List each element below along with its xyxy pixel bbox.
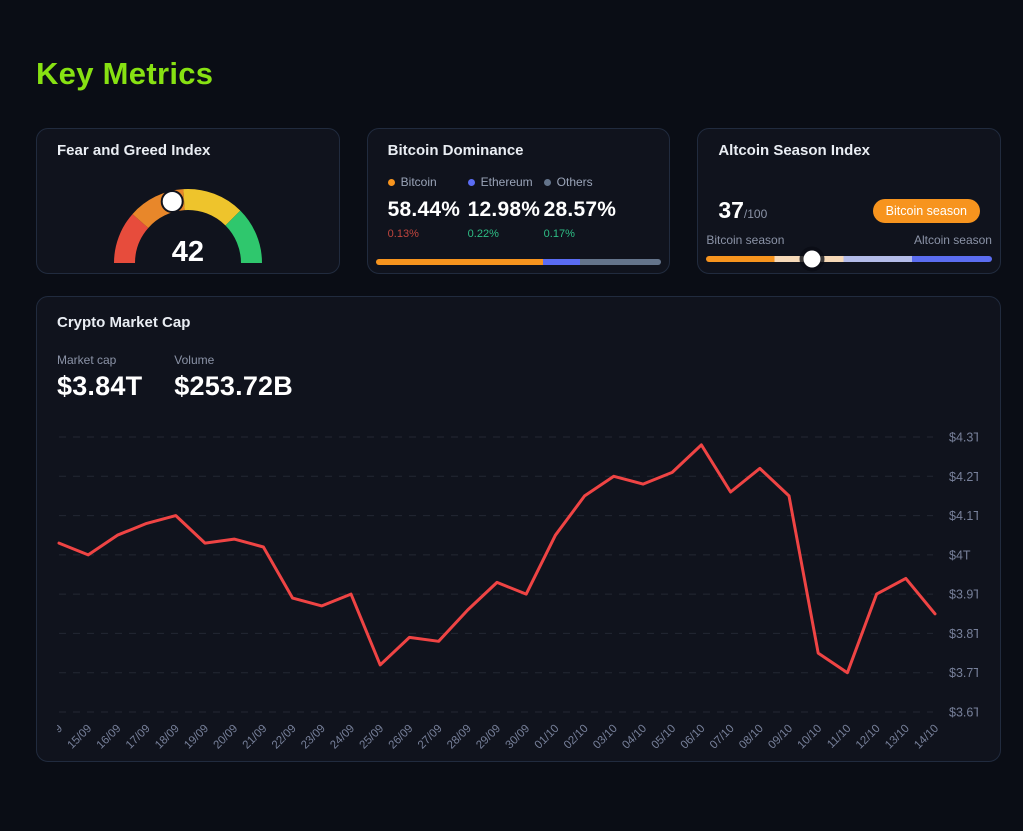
gauge-arc xyxy=(113,189,262,264)
dominance-bar-segment xyxy=(542,259,580,265)
others-dot-icon xyxy=(543,178,551,186)
svg-text:19/09: 19/09 xyxy=(182,723,211,752)
svg-text:13/10: 13/10 xyxy=(883,723,912,752)
market-cap-chart[interactable]: $4.3T $4.2T $4.1T $4T $3.9T $3.8T $3.7T $3.6T 14… xyxy=(36,425,981,770)
svg-text:26/09: 26/09 xyxy=(387,723,416,752)
market-cap-title: Crypto Market Cap xyxy=(57,314,191,331)
dominance-label: Ethereum xyxy=(480,175,533,189)
svg-text:14/09: 14/09 xyxy=(57,723,65,752)
svg-text:24/09: 24/09 xyxy=(328,723,357,752)
svg-text:17/09: 17/09 xyxy=(124,723,153,752)
stat-label: Volume xyxy=(174,353,215,367)
season-scale-labels: Bitcoin season Altcoin season xyxy=(706,233,992,247)
season-slider-handle xyxy=(803,250,821,268)
season-scale-right-label: Altcoin season xyxy=(913,233,992,247)
svg-text:$3.6T: $3.6T xyxy=(949,706,978,720)
svg-text:$3.7T: $3.7T xyxy=(949,666,978,680)
stat-value: $3.84T xyxy=(57,371,143,401)
svg-text:14/10: 14/10 xyxy=(912,723,941,752)
market-cap-stat: Market cap $3.84T xyxy=(57,353,142,402)
svg-text:29/09: 29/09 xyxy=(474,723,503,752)
svg-text:03/10: 03/10 xyxy=(591,723,620,752)
altcoin-season-card: Altcoin Season Index 37 /100 Bitcoin sea… xyxy=(697,128,1001,274)
svg-text:$4.1T: $4.1T xyxy=(949,509,978,523)
gauge-value: 42 xyxy=(171,236,204,268)
svg-text:01/10: 01/10 xyxy=(533,723,562,752)
season-value-row: 37 /100 Bitcoin season xyxy=(718,197,980,224)
stat-label: Market cap xyxy=(57,353,117,367)
svg-text:11/10: 11/10 xyxy=(825,723,853,751)
metric-cards-row: Fear and Greed Index 42 Bitcoin Dominanc… xyxy=(36,128,1001,274)
market-cap-card: Crypto Market Cap Market cap $3.84T Volu… xyxy=(36,296,1001,762)
season-scale-left-label: Bitcoin season xyxy=(706,233,785,247)
volume-stat: Volume $253.72B xyxy=(174,353,293,402)
dominance-share-bar xyxy=(375,259,662,265)
altcoin-season-title: Altcoin Season Index xyxy=(718,142,871,159)
svg-text:02/10: 02/10 xyxy=(562,723,591,752)
dominance-change: 0.22% xyxy=(467,228,499,240)
svg-text:08/10: 08/10 xyxy=(737,723,766,752)
dominance-item-others: Others 28.57% 0.17% xyxy=(543,175,650,240)
svg-text:28/09: 28/09 xyxy=(445,723,474,752)
season-slider xyxy=(706,250,992,268)
bitcoin-dominance-title: Bitcoin Dominance xyxy=(387,142,524,159)
dominance-bar-segment xyxy=(375,259,543,265)
fear-greed-gauge: 42 xyxy=(113,187,263,268)
dominance-value: 12.98% xyxy=(467,198,541,221)
stat-value: $253.72B xyxy=(174,371,293,401)
dominance-label: Bitcoin xyxy=(400,175,437,189)
dominance-change: 0.13% xyxy=(387,228,419,240)
market-cap-chart-area: $4.3T $4.2T $4.1T $4T $3.9T $3.8T $3.7T $3.6T 14… xyxy=(36,425,981,775)
bitcoin-dot-icon xyxy=(387,178,395,186)
svg-text:15/09: 15/09 xyxy=(65,723,94,752)
fear-greed-card: Fear and Greed Index 42 xyxy=(36,128,340,274)
svg-text:$4.3T: $4.3T xyxy=(949,431,978,445)
dominance-value: 28.57% xyxy=(543,198,617,221)
svg-text:06/10: 06/10 xyxy=(679,723,708,752)
ethereum-dot-icon xyxy=(467,178,475,186)
svg-text:$3.9T: $3.9T xyxy=(949,588,978,602)
svg-text:10/10: 10/10 xyxy=(795,723,824,752)
page-title: Key Metrics xyxy=(36,56,214,91)
dominance-change: 0.17% xyxy=(543,228,575,240)
svg-text:$3.8T: $3.8T xyxy=(949,627,978,641)
svg-text:30/09: 30/09 xyxy=(503,723,532,752)
svg-text:27/09: 27/09 xyxy=(416,723,445,752)
season-index-denominator: /100 xyxy=(743,207,768,221)
season-status-badge: Bitcoin season xyxy=(872,198,980,223)
svg-text:$4T: $4T xyxy=(949,548,971,562)
svg-text:$4.2T: $4.2T xyxy=(949,470,978,484)
svg-text:21/09: 21/09 xyxy=(241,723,270,752)
svg-text:09/10: 09/10 xyxy=(766,723,795,752)
dominance-bar-segment xyxy=(579,259,662,265)
dominance-item-ethereum: Ethereum 12.98% 0.22% xyxy=(467,175,544,240)
svg-text:18/09: 18/09 xyxy=(153,723,182,752)
svg-text:12/10: 12/10 xyxy=(854,723,883,752)
svg-text:05/10: 05/10 xyxy=(649,723,678,752)
svg-text:23/09: 23/09 xyxy=(299,723,328,752)
svg-text:07/10: 07/10 xyxy=(708,723,737,752)
dominance-item-bitcoin: Bitcoin 58.44% 0.13% xyxy=(387,175,468,240)
season-index-value: 37 xyxy=(718,197,744,223)
market-stats: Market cap $3.84T Volume $253.72B xyxy=(57,353,980,402)
svg-text:22/09: 22/09 xyxy=(270,723,299,752)
bitcoin-dominance-card: Bitcoin Dominance Bitcoin 58.44% 0.13% E… xyxy=(366,128,671,274)
dominance-value: 58.44% xyxy=(387,198,461,221)
svg-text:20/09: 20/09 xyxy=(211,723,240,752)
svg-text:25/09: 25/09 xyxy=(357,723,386,752)
svg-text:04/10: 04/10 xyxy=(620,723,649,752)
fear-greed-title: Fear and Greed Index xyxy=(57,142,211,159)
svg-text:16/09: 16/09 xyxy=(95,723,124,752)
dominance-label: Others xyxy=(556,175,593,189)
dominance-columns: Bitcoin 58.44% 0.13% Ethereum 12.98% 0.2… xyxy=(387,175,650,240)
